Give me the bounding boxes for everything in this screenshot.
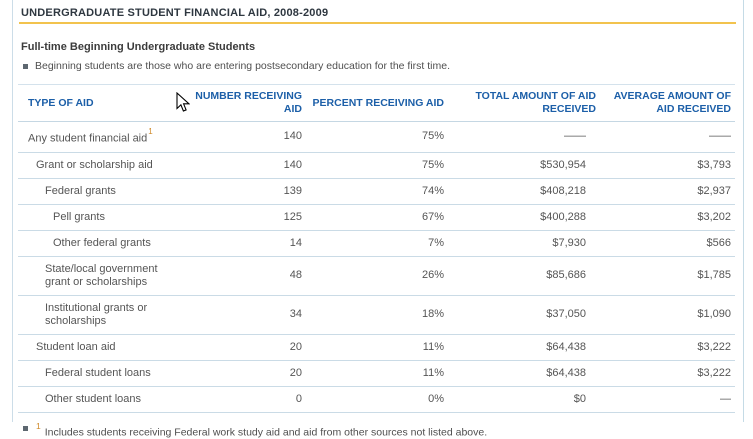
aid-type-label: Federal student loans [18,360,178,387]
percent-cell: 7% [306,230,448,257]
aid-type-label: Any student financial aid1 [18,121,178,153]
total-cell: $85,686 [448,256,600,296]
number-cell: 34 [178,295,306,335]
average-cell: $3,222 [600,360,735,387]
page-title: UNDERGRADUATE STUDENT FINANCIAL AID, 200… [21,7,329,19]
aid-type-label: Pell grants [18,204,178,231]
total-cell: $7,930 [448,230,600,257]
average-cell: —— [600,121,735,153]
average-cell: $2,937 [600,178,735,205]
table-row: Any student financial aid1 140 75% —— —— [18,121,735,153]
bullet-square-icon [23,64,28,69]
average-cell: $3,793 [600,152,735,179]
percent-cell: 75% [306,121,448,153]
percent-cell: 18% [306,295,448,335]
table-row: Student loan aid 20 11% $64,438 $3,222 [18,334,735,361]
aid-type-label: Other federal grants [18,230,178,257]
average-cell: — [600,386,735,413]
number-cell: 48 [178,256,306,296]
aid-type-label: Other student loans [18,386,178,413]
total-cell: $408,218 [448,178,600,205]
percent-cell: 0% [306,386,448,413]
table-row: Other federal grants 14 7% $7,930 $566 [18,230,735,257]
note-text: Beginning students are those who are ent… [35,60,450,72]
total-cell: $400,288 [448,204,600,231]
total-cell: $530,954 [448,152,600,179]
percent-cell: 74% [306,178,448,205]
beginning-students-note: Beginning students are those who are ent… [23,60,743,73]
table-row: Grant or scholarship aid 140 75% $530,95… [18,152,735,179]
footnote: 1Includes students receiving Federal wor… [23,420,743,439]
average-cell: $566 [600,230,735,257]
number-cell: 140 [178,152,306,179]
number-cell: 125 [178,204,306,231]
aid-type-label: Student loan aid [18,334,178,361]
column-header-number-receiving: NUMBER RECEIVING AID [178,84,306,122]
column-header-type-of-aid: TYPE OF AID [18,84,178,122]
total-cell: $64,438 [448,360,600,387]
column-header-total-amount: TOTAL AMOUNT OF AID RECEIVED [448,84,600,122]
table-header-row: TYPE OF AID NUMBER RECEIVING AID PERCENT… [18,84,735,122]
table-row: Federal student loans 20 11% $64,438 $3,… [18,360,735,387]
column-header-average-amount: AVERAGE AMOUNT OF AID RECEIVED [600,84,735,122]
table-row: Institutional grants or scholarships 34 … [18,295,735,335]
average-cell: $1,785 [600,256,735,296]
number-cell: 20 [178,360,306,387]
aid-type-label: Federal grants [18,178,178,205]
total-cell: $37,050 [448,295,600,335]
number-cell: 14 [178,230,306,257]
table-row: Other student loans 0 0% $0 — [18,386,735,413]
aid-type-label: Grant or scholarship aid [18,152,178,179]
table-row: State/local government grant or scholars… [18,256,735,296]
percent-cell: 67% [306,204,448,231]
total-cell: $64,438 [448,334,600,361]
footnote-text: Includes students receiving Federal work… [44,426,488,439]
number-cell: 140 [178,121,306,153]
column-header-percent-receiving: PERCENT RECEIVING AID [306,84,448,122]
number-cell: 20 [178,334,306,361]
table-row: Federal grants 139 74% $408,218 $2,937 [18,178,735,205]
number-cell: 139 [178,178,306,205]
footnote-marker: 1 [148,127,153,136]
table-row: Pell grants 125 67% $400,288 $3,202 [18,204,735,231]
aid-type-label: Institutional grants or scholarships [18,295,178,335]
average-cell: $3,222 [600,334,735,361]
percent-cell: 75% [306,152,448,179]
bullet-square-icon [23,425,28,431]
percent-cell: 11% [306,360,448,387]
average-cell: $3,202 [600,204,735,231]
section-title: Full-time Beginning Undergraduate Studen… [21,41,256,53]
aid-type-label: State/local government grant or scholars… [18,256,178,296]
title-underline [19,22,736,24]
financial-aid-panel: UNDERGRADUATE STUDENT FINANCIAL AID, 200… [12,0,744,438]
percent-cell: 26% [306,256,448,296]
total-cell: $0 [448,386,600,413]
percent-cell: 11% [306,334,448,361]
footnote-marker: 1 [36,420,41,431]
average-cell: $1,090 [600,295,735,335]
total-cell: —— [448,121,600,153]
number-cell: 0 [178,386,306,413]
financial-aid-table: TYPE OF AID NUMBER RECEIVING AID PERCENT… [18,84,735,413]
